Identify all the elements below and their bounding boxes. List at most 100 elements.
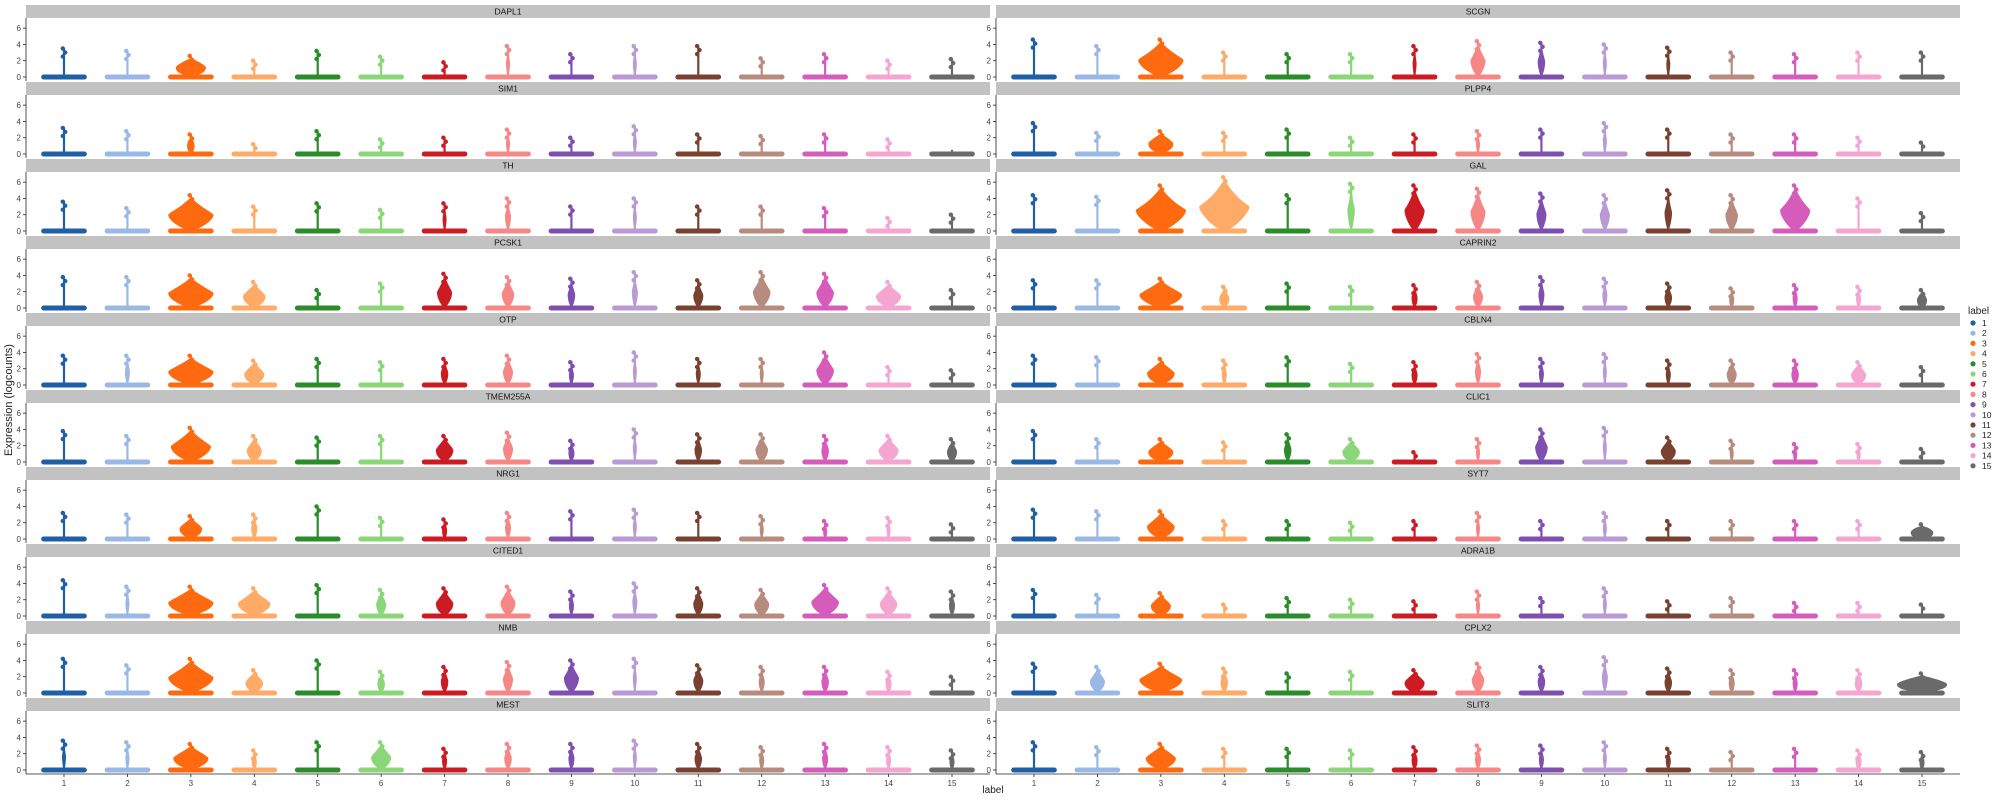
- outlier-point: [1538, 427, 1543, 432]
- outlier-point: [1791, 132, 1797, 137]
- violin-cluster-15: [1896, 671, 1948, 696]
- outlier-point: [1413, 47, 1418, 53]
- violin-cluster-4: [231, 58, 278, 80]
- violin-cluster-11: [1645, 666, 1692, 696]
- violin-cluster-11: [675, 432, 722, 465]
- outlier-point: [1159, 595, 1165, 600]
- outlier-point: [1284, 679, 1289, 684]
- outlier-point: [1347, 181, 1353, 186]
- violin-cluster-6: [358, 54, 404, 80]
- legend-swatch: [1970, 412, 1976, 418]
- violin-cluster-11: [675, 204, 722, 234]
- outlier-point: [1477, 665, 1482, 670]
- y-tick-label: 4: [987, 502, 992, 511]
- outlier-point: [1413, 603, 1418, 608]
- violin-cluster-9: [1518, 595, 1565, 619]
- violin-body: [879, 590, 898, 616]
- violin-body: [1148, 441, 1174, 462]
- outlier-point: [1474, 359, 1480, 365]
- outlier-point: [1094, 363, 1099, 368]
- outlier-point: [507, 278, 512, 284]
- outlier-point: [1347, 528, 1353, 533]
- outlier-point: [1220, 526, 1226, 532]
- legend-item-13: 13: [1970, 440, 1992, 450]
- outlier-point: [1350, 185, 1355, 190]
- outlier-point: [758, 587, 763, 593]
- outlier-point: [1794, 672, 1799, 677]
- outlier-point: [758, 277, 763, 283]
- x-tick-label: 11: [1664, 779, 1673, 788]
- y-tick-label: 4: [987, 348, 992, 357]
- outlier-point: [1030, 507, 1036, 512]
- y-tick-label: 0: [987, 766, 992, 775]
- violin-cluster-5: [294, 658, 341, 696]
- violin-body: [1412, 48, 1417, 77]
- violin-cluster-2: [1074, 745, 1121, 773]
- outlier-point: [1538, 40, 1543, 45]
- outlier-point: [951, 678, 956, 683]
- y-tick-label: 2: [987, 288, 992, 297]
- outlier-point: [187, 192, 192, 198]
- y-tick-label: 6: [987, 486, 992, 495]
- outlier-point: [316, 205, 322, 210]
- x-tick-label: 8: [506, 779, 511, 788]
- outlier-point: [1094, 672, 1099, 678]
- outlier-point: [377, 360, 383, 365]
- violin-cluster-14: [1835, 441, 1882, 465]
- outlier-point: [1284, 746, 1289, 752]
- outlier-point: [1728, 132, 1733, 137]
- outlier-point: [951, 216, 956, 221]
- outlier-point: [1791, 526, 1797, 532]
- violin-cluster-2: [1074, 278, 1121, 311]
- outlier-point: [694, 741, 700, 747]
- outlier-point: [1918, 364, 1924, 370]
- outlier-point: [189, 357, 195, 362]
- violin-cluster-9: [1518, 743, 1565, 773]
- violin-body: [179, 518, 203, 539]
- outlier-point: [60, 199, 65, 204]
- outlier-point: [1728, 518, 1733, 524]
- x-tick-label: 1: [1032, 779, 1037, 788]
- violin-cluster-15: [1899, 140, 1945, 157]
- x-tick-label: 9: [1539, 779, 1544, 788]
- violin-cluster-15: [929, 437, 975, 465]
- violin-cluster-14: [1835, 360, 1882, 388]
- outlier-point: [1413, 522, 1418, 528]
- y-tick-label: 6: [17, 717, 22, 726]
- violin-cluster-4: [1201, 602, 1248, 619]
- outlier-point: [1791, 608, 1797, 614]
- strip-background: [996, 698, 1960, 711]
- violin-cluster-10: [1582, 120, 1628, 157]
- violin-cluster-8: [485, 584, 531, 619]
- legend-swatch: [1970, 340, 1976, 346]
- outlier-point: [568, 509, 573, 514]
- violin-cluster-2: [104, 206, 151, 234]
- outlier-point: [1411, 43, 1416, 49]
- outlier-point: [1791, 518, 1797, 524]
- outlier-point: [1855, 668, 1860, 673]
- violin-cluster-5: [1264, 671, 1311, 696]
- outlier-point: [124, 433, 129, 439]
- outlier-point: [885, 215, 890, 221]
- violin-cluster-12: [1708, 358, 1755, 388]
- outlier-point: [1794, 136, 1799, 141]
- outlier-point: [633, 511, 639, 516]
- outlier-point: [1540, 668, 1545, 674]
- violin-cluster-13: [802, 271, 848, 311]
- violin-cluster-8: [485, 196, 531, 234]
- outlier-point: [1855, 600, 1860, 606]
- outlier-point: [824, 275, 829, 280]
- violin-body: [502, 664, 514, 693]
- outlier-point: [631, 196, 636, 201]
- violin-cluster-1: [41, 274, 87, 311]
- outlier-point: [821, 140, 827, 145]
- outlier-point: [1413, 136, 1418, 141]
- violin-cluster-13: [1772, 600, 1818, 619]
- outlier-point: [1857, 604, 1862, 610]
- outlier-point: [885, 753, 890, 758]
- outlier-point: [1413, 749, 1418, 754]
- outlier-point: [1730, 599, 1736, 605]
- outlier-point: [1094, 43, 1099, 49]
